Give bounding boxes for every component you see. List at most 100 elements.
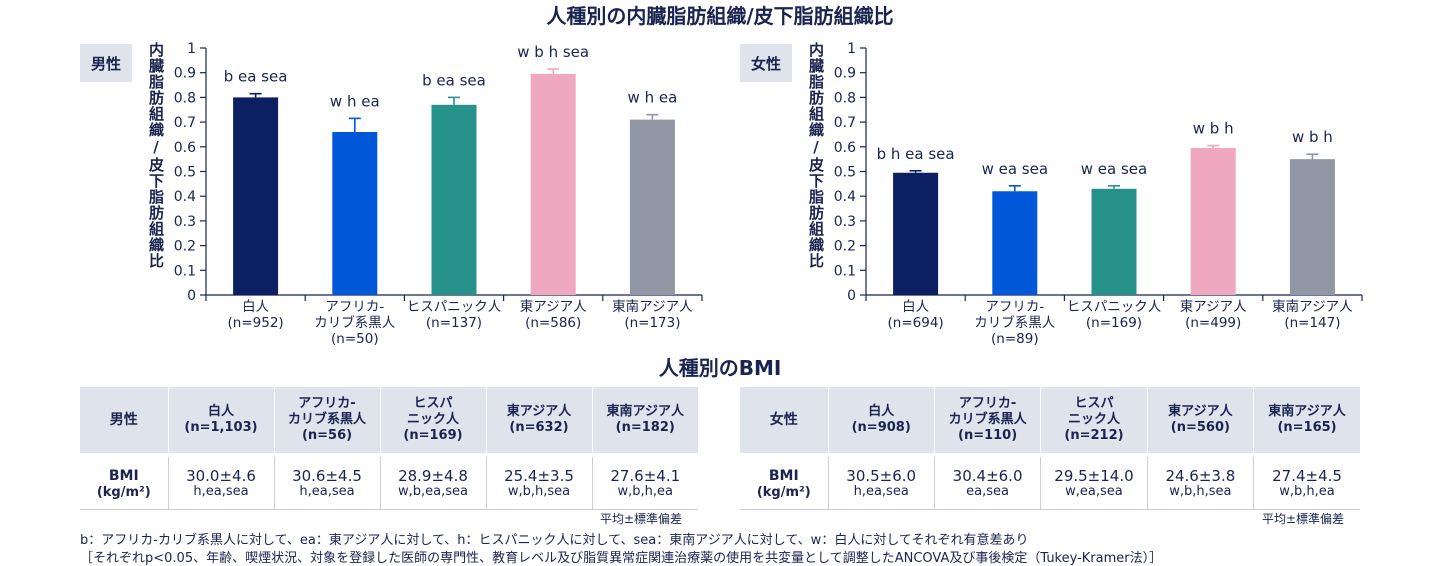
bar: [1190, 148, 1236, 295]
x-category-label: カリブ系黒人: [974, 314, 1055, 331]
y-tick-label: 0.5: [174, 165, 196, 181]
bar: [233, 97, 279, 296]
y-tick-label: 0.3: [834, 214, 856, 230]
bar: [629, 119, 675, 295]
bmi-cell: 29.5±14.0 w,ea,sea: [1040, 457, 1148, 510]
y-tick-label: 0.9: [834, 66, 856, 82]
bmi-cell: 25.4±3.5 w,b,h,sea: [485, 457, 592, 510]
male-chart-canvas: 00.10.20.30.40.50.60.70.80.91b ea sea白人(…: [174, 41, 703, 347]
y-tick-label: 0.2: [174, 239, 196, 255]
x-category-label: (n=694): [888, 315, 944, 331]
female-badge: 女性: [740, 44, 792, 82]
header-east-asian: 東アジア人 (n=560): [1146, 387, 1254, 453]
y-tick-label: 1: [847, 41, 856, 57]
header-white: 白人 (n=908): [827, 387, 935, 453]
header-southeast-asian: 東南アジア人 (n=165): [1253, 387, 1360, 453]
female-sd-note: 平均±標準偏差: [1262, 512, 1345, 526]
bmi-row-label: BMI (kg/m²): [80, 457, 168, 510]
table-row: BMI (kg/m²) 30.0±4.6 h,ea,sea 30.6±4.5 h,ea…: [80, 457, 698, 510]
significance-label: w ea sea: [1081, 160, 1147, 178]
y-tick-label: 0.9: [174, 66, 196, 82]
significance-label: b ea sea: [422, 71, 486, 89]
x-category-label: 東南アジア人: [612, 299, 693, 315]
male-badge: 男性: [80, 44, 132, 82]
bar: [1091, 188, 1137, 295]
female-ratio-chart: 女性 内臓脂肪組織/皮下脂肪組織比 0 0.1 0.2 0.3 0.4 0.5 0.6 0.7…: [720, 30, 1420, 360]
x-category-label: ヒスパニック人: [1067, 299, 1162, 315]
bar: [992, 191, 1038, 295]
x-category-label: カリブ系黒人: [314, 314, 395, 331]
female-chart-canvas: 0 0.1 0.2 0.3 0.4 0.5 0.6 0.7 0.8 0.9 1 b h ea sea 白…: [834, 41, 1363, 347]
female-bmi-table: 女性 白人 (n=908) アフリカ- カリブ系黒人 (n=110) ヒスパ ニック人(…: [740, 387, 1360, 510]
female-y-axis-label: 内臓脂肪組織/皮下脂肪組織比: [807, 42, 825, 269]
x-category-label: アフリカ-: [985, 299, 1044, 315]
significance-label: w h ea: [330, 92, 380, 110]
significance-label: b ea sea: [224, 68, 288, 86]
header-southeast-asian: 東南アジア人 (n=182): [591, 387, 698, 453]
significance-label: w b h: [1292, 128, 1333, 146]
x-category-label: (n=586): [525, 315, 581, 331]
y-tick-label: 0.4: [834, 189, 856, 205]
x-category-label: (n=89): [991, 331, 1039, 347]
header-hispanic: ヒスパ ニック人 (n=212): [1040, 387, 1148, 453]
male-sd-note: 平均±標準偏差: [600, 512, 683, 526]
bar: [332, 131, 378, 295]
x-category-label: (n=147): [1284, 315, 1340, 331]
y-tick-label: 0.1: [174, 263, 196, 279]
x-category-label: 白人: [242, 299, 269, 315]
x-category-label: アフリカ-: [325, 299, 384, 315]
x-category-label: (n=50): [331, 331, 379, 347]
x-category-label: (n=173): [624, 315, 680, 331]
male-y-axis-label: 内臓脂肪組織/皮下脂肪組織比: [147, 42, 165, 269]
table-row: BMI (kg/m²) 30.5±6.0 h,ea,sea 30.4±6.0 ea,s…: [740, 457, 1360, 510]
x-category-label: 東アジア人: [1180, 299, 1247, 315]
x-category-label: (n=137): [426, 315, 482, 331]
bmi-cell: 24.6±3.8 w,b,h,sea: [1146, 457, 1254, 510]
y-tick-label: 0.8: [174, 90, 196, 106]
bar: [530, 73, 576, 295]
y-tick-label: 0.6: [174, 140, 196, 156]
y-tick-label: 0.5: [834, 165, 856, 181]
bmi-cell: 27.6±4.1 w,b,h,ea: [591, 457, 698, 510]
bmi-cell: 28.9±4.8 w,b,ea,sea: [379, 457, 486, 510]
table-gender-header: 男性: [80, 387, 168, 453]
x-category-label: 白人: [902, 299, 930, 315]
chart-main-title: 人種別の内臓脂肪組織/皮下脂肪組織比: [546, 4, 894, 28]
y-tick-label: 0.1: [834, 263, 856, 279]
y-tick-label: 0: [187, 288, 196, 304]
male-bmi-table: 男性 白人 (n=1,103) アフリカ- カリブ系黒人 (n=56) ヒスパ ニック人…: [80, 387, 698, 510]
y-tick-label: 0.8: [834, 90, 856, 106]
x-category-label: 東南アジア人: [1272, 299, 1353, 315]
footnote-statistics: ［それぞれp<0.05、年齢、喫煙状況、対象を登録した医師の専門性、教育レベル及…: [80, 551, 1163, 566]
significance-label: w b h sea: [517, 43, 589, 61]
bmi-cell: 30.5±6.0 h,ea,sea: [827, 457, 935, 510]
significance-label: w ea sea: [982, 160, 1048, 178]
bmi-cell: 30.4±6.0 ea,sea: [933, 457, 1041, 510]
header-hispanic: ヒスパ ニック人 (n=169): [379, 387, 486, 453]
bar: [431, 104, 477, 295]
bmi-cell: 30.6±4.5 h,ea,sea: [273, 457, 380, 510]
y-tick-label: 0: [847, 288, 856, 304]
header-white: 白人 (n=1,103): [167, 387, 274, 453]
y-tick-label: 1: [187, 41, 196, 57]
bmi-cell: 27.4±4.5 w,b,h,ea: [1253, 457, 1360, 510]
x-category-label: (n=499): [1185, 315, 1241, 331]
y-tick-label: 0.6: [834, 140, 856, 156]
y-tick-label: 0.3: [174, 214, 196, 230]
bar: [893, 172, 939, 295]
x-category-label: ヒスパニック人: [407, 299, 502, 315]
x-category-label: (n=952): [228, 315, 284, 331]
male-ratio-chart: 男性 内臓脂肪組織/皮下脂肪組織比 0 0.1 0.2 0.3 0.4 0.5 0.6 0.7…: [0, 30, 703, 360]
significance-label: w b h: [1193, 120, 1234, 138]
x-category-label: 東アジア人: [520, 299, 587, 315]
header-afro-caribbean: アフリカ- カリブ系黒人 (n=110): [933, 387, 1041, 453]
x-category-label: (n=169): [1086, 315, 1142, 331]
y-tick-label: 0.7: [834, 115, 856, 131]
header-east-asian: 東アジア人 (n=632): [485, 387, 592, 453]
header-afro-caribbean: アフリカ- カリブ系黒人 (n=56): [273, 387, 380, 453]
bmi-cell: 30.0±4.6 h,ea,sea: [167, 457, 274, 510]
y-tick-label: 0.4: [174, 189, 196, 205]
bar: [1289, 159, 1335, 295]
significance-label: b h ea sea: [877, 145, 955, 163]
bmi-row-label: BMI (kg/m²): [740, 457, 828, 510]
